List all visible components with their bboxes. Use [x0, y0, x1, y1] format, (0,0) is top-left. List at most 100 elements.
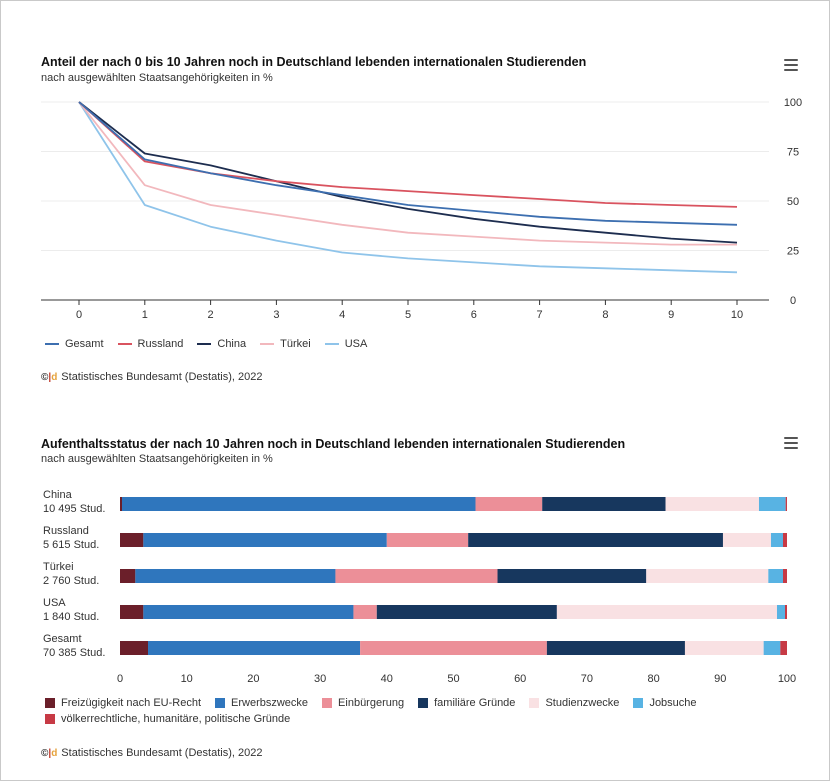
legend-item-russland[interactable]: Russland	[117, 338, 183, 350]
legend-label: Türkei	[280, 338, 311, 350]
bar-segment[interactable]	[784, 605, 787, 619]
legend-swatch	[260, 343, 275, 345]
x-tick-label: 80	[647, 673, 659, 685]
legend-label: USA	[344, 338, 368, 350]
x-tick-label: 50	[447, 673, 459, 685]
bar-segment[interactable]	[120, 641, 149, 655]
bar-chart-legend: Freizügigkeit nach EU-Recht Erwerbszwecke…	[45, 697, 765, 729]
legend-item-usa[interactable]: USA	[324, 338, 368, 350]
bar-segment[interactable]	[665, 497, 759, 511]
series-line-gesamt[interactable]	[78, 101, 738, 226]
bar-segment[interactable]	[122, 497, 476, 511]
x-tick-label: 4	[339, 309, 345, 321]
bar-segment[interactable]	[646, 569, 769, 583]
legend-label: Gesamt	[65, 338, 104, 350]
legend-item-gesamt[interactable]: Gesamt	[45, 338, 104, 350]
stacked-bar-chart: China 10 495 Stud. Russland 5 615 Stud. Türk…	[43, 489, 796, 685]
x-tick-label: 5	[405, 309, 411, 321]
legend-swatch	[45, 714, 55, 724]
bar-segment[interactable]	[120, 533, 144, 547]
x-tick-label: 0	[117, 673, 123, 685]
legend-swatch	[322, 698, 333, 708]
bar-segment[interactable]	[135, 569, 336, 583]
bar-segment[interactable]	[120, 569, 136, 583]
bar-segment[interactable]	[475, 497, 543, 511]
bar-segment[interactable]	[143, 605, 354, 619]
y-tick-label: 75	[787, 147, 799, 159]
legend-label: Studienzwecke	[545, 697, 620, 709]
bar-segment[interactable]	[763, 641, 781, 655]
bar-segment[interactable]	[468, 533, 723, 547]
y-tick-label: 25	[787, 246, 799, 258]
x-tick-label: 60	[514, 673, 526, 685]
category-count: 1 840 Stud.	[43, 611, 99, 623]
line-chart: 0 25 50 75 100 0 1 2 3 4 5 6 7 8 9 10	[41, 97, 802, 321]
legend-swatch	[117, 343, 132, 345]
legend-swatch	[197, 343, 212, 345]
x-tick-label: 1	[142, 309, 148, 321]
bar-segment[interactable]	[782, 569, 787, 583]
bar-segment[interactable]	[497, 569, 647, 583]
bar-segment[interactable]	[376, 605, 557, 619]
x-tick-label: 2	[208, 309, 214, 321]
bar-segment[interactable]	[782, 533, 787, 547]
bar-segment[interactable]	[556, 605, 777, 619]
legend-swatch	[418, 698, 429, 708]
bar-segment[interactable]	[780, 641, 787, 655]
bar-segment[interactable]	[120, 605, 144, 619]
x-tick-label: 7	[537, 309, 543, 321]
bar-segment[interactable]	[542, 497, 666, 511]
legend-item[interactable]: Freizügigkeit nach EU-Recht	[45, 697, 201, 709]
chart1-title: Anteil der nach 0 bis 10 Jahren noch in …	[41, 55, 587, 69]
chart2-source-text: Statistisches Bundesamt (Destatis), 2022	[61, 747, 263, 759]
legend-item-china[interactable]: China	[197, 338, 246, 350]
legend-item[interactable]: Einbürgerung	[322, 697, 404, 709]
bar-segment[interactable]	[770, 533, 783, 547]
hamburger-menu-icon[interactable]	[784, 59, 798, 71]
series-line-russland[interactable]	[78, 101, 738, 208]
series-line-china[interactable]	[78, 101, 738, 244]
category-count: 70 385 Stud.	[43, 647, 105, 659]
chart2-source: ©|d Statistisches Bundesamt (Destatis), 2…	[41, 747, 262, 759]
bar-segment[interactable]	[335, 569, 498, 583]
bar-segment[interactable]	[386, 533, 469, 547]
series-line-türkei[interactable]	[78, 101, 737, 246]
legend-item-türkei[interactable]: Türkei	[260, 338, 311, 350]
legend-item[interactable]: Jobsuche	[633, 697, 697, 709]
legend-label: Erwerbszwecke	[231, 697, 309, 709]
bar-segment[interactable]	[776, 605, 785, 619]
legend-label: China	[217, 338, 247, 350]
legend-item[interactable]: Erwerbszwecke	[215, 697, 308, 709]
bar-segment[interactable]	[722, 533, 771, 547]
bar-segment[interactable]	[546, 641, 685, 655]
bar-segment[interactable]	[360, 641, 547, 655]
x-tick-label: 0	[76, 309, 82, 321]
x-tick-label: 30	[314, 673, 326, 685]
legend-swatch	[45, 343, 59, 345]
chart1-source: ©|d Statistisches Bundesamt (Destatis), 2…	[41, 371, 262, 383]
legend-item[interactable]: völkerrechtliche, humanitäre, politische…	[45, 713, 290, 725]
category-count: 2 760 Stud.	[43, 575, 99, 587]
x-tick-label: 3	[273, 309, 279, 321]
hamburger-menu-icon[interactable]	[784, 437, 798, 449]
x-tick-label: 9	[668, 309, 674, 321]
series-line-usa[interactable]	[78, 101, 738, 274]
bar-segment[interactable]	[768, 569, 783, 583]
bar-segment[interactable]	[758, 497, 786, 511]
legend-item[interactable]: Studienzwecke	[529, 697, 619, 709]
legend-label: völkerrechtliche, humanitäre, politische…	[61, 713, 291, 725]
chart2-title: Aufenthaltsstatus der nach 10 Jahren noc…	[41, 437, 626, 451]
bar-segment[interactable]	[148, 641, 361, 655]
category-label: Russland	[43, 525, 89, 537]
legend-item[interactable]: familiäre Gründe	[418, 697, 515, 709]
bar-segment[interactable]	[684, 641, 764, 655]
bar-segment[interactable]	[143, 533, 387, 547]
category-count: 10 495 Stud.	[43, 503, 105, 515]
x-tick-label: 70	[581, 673, 593, 685]
chart1-subtitle: nach ausgewählten Staatsangehörigkeiten …	[41, 72, 273, 84]
category-label: China	[43, 489, 73, 501]
bar-segment[interactable]	[353, 605, 377, 619]
bar-segment[interactable]	[785, 497, 787, 511]
bar-segment[interactable]	[120, 497, 123, 511]
